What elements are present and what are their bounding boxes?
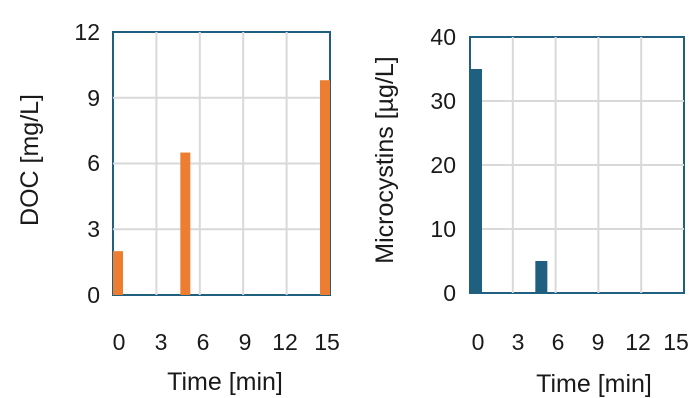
ytick-mc-0: 0 <box>443 280 456 306</box>
panel-doc: 0 3 6 9 12 0 3 6 9 12 15 Time [min] DOC … <box>16 19 340 396</box>
bar-microcystins-0 <box>470 69 482 293</box>
bars-doc <box>113 80 330 295</box>
xtick-mc-15: 15 <box>663 329 689 355</box>
x-axis-label-doc: Time [min] <box>167 368 283 396</box>
xtick-mc-9: 9 <box>592 329 605 355</box>
ytick-mc-10: 10 <box>430 216 456 242</box>
xtick-doc-6: 6 <box>197 329 210 355</box>
xtick-doc-15: 15 <box>314 329 340 355</box>
xtick-doc-9: 9 <box>239 329 252 355</box>
xtick-doc-12: 12 <box>272 329 298 355</box>
xtick-mc-0: 0 <box>472 329 485 355</box>
ytick-doc-9: 9 <box>87 85 100 111</box>
bar-microcystins-5 <box>535 261 548 293</box>
ytick-mc-20: 20 <box>430 152 456 178</box>
y-axis-label-microcystins: Microcystins [µg/L] <box>371 56 399 264</box>
x-axis-label-microcystins: Time [min] <box>536 370 652 398</box>
xtick-mc-6: 6 <box>552 329 565 355</box>
xtick-mc-3: 3 <box>512 329 525 355</box>
panel-microcystins: 0 10 20 30 40 0 3 6 9 12 15 Time [min] M… <box>371 24 689 398</box>
xtick-doc-3: 3 <box>155 329 168 355</box>
ytick-doc-12: 12 <box>74 19 100 45</box>
ytick-doc-3: 3 <box>87 216 100 242</box>
y-axis-label-doc: DOC [mg/L] <box>16 94 44 226</box>
bar-doc-15 <box>320 80 330 295</box>
ytick-mc-30: 30 <box>430 88 456 114</box>
bars-microcystins <box>470 69 548 293</box>
grid-doc <box>113 32 330 295</box>
ytick-mc-40: 40 <box>430 24 456 50</box>
bar-doc-0 <box>113 251 123 295</box>
xtick-doc-0: 0 <box>113 329 126 355</box>
xtick-mc-12: 12 <box>625 329 651 355</box>
grid-microcystins <box>470 37 684 293</box>
bar-doc-5 <box>180 152 191 295</box>
ytick-doc-0: 0 <box>87 282 100 308</box>
ytick-doc-6: 6 <box>87 150 100 176</box>
